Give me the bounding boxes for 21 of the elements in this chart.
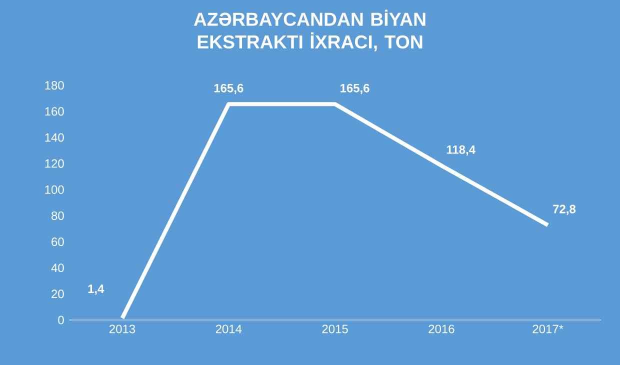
y-tick-label: 0 — [58, 316, 64, 324]
y-tick-label: 100 — [45, 185, 64, 194]
x-tick-label: 2017* — [532, 324, 564, 334]
y-tick-label: 140 — [45, 133, 64, 142]
data-label: 165,6 — [214, 84, 244, 94]
x-tick-label: 2015 — [322, 324, 348, 334]
data-label: 72,8 — [553, 204, 576, 216]
y-tick-label: 160 — [45, 107, 64, 116]
x-tick-label: 2016 — [428, 324, 454, 334]
y-tick-label: 40 — [51, 264, 64, 272]
data-label: 1,4 — [88, 284, 104, 295]
y-tick-label: 60 — [52, 238, 64, 246]
x-tick-label: 2013 — [110, 324, 136, 334]
y-tick-label: 80 — [52, 211, 64, 220]
data-label: 165,6 — [340, 84, 370, 94]
y-tick-label: 20 — [52, 290, 64, 298]
data-label: 118,4 — [446, 145, 476, 156]
y-tick-label: 120 — [45, 159, 64, 168]
y-tick-label: 180 — [45, 81, 64, 90]
chart-title: AZƏRBAYCANDAN BİYAN EKSTRAKTI İXRACI, TON — [194, 10, 426, 52]
x-tick-label: 2014 — [216, 324, 242, 334]
